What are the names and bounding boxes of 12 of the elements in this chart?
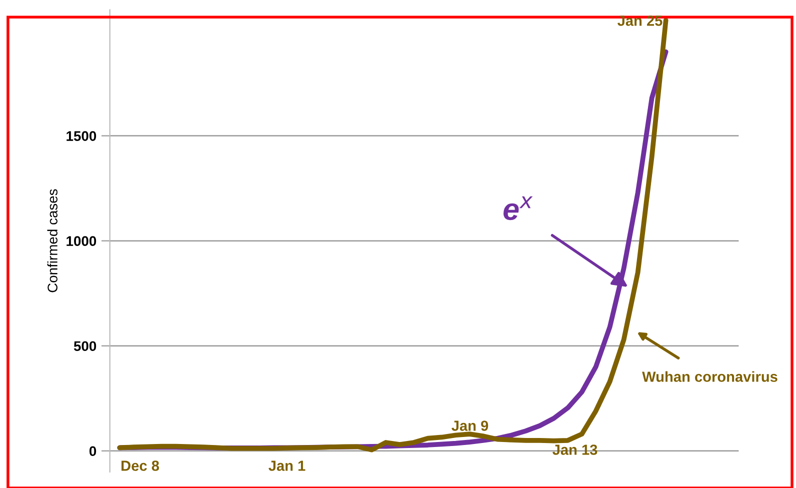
y-axis-title: Confirmed cases [47, 189, 58, 292]
text: e$^{x}$ [504, 196, 533, 220]
annotation: Jan 13 [552, 444, 598, 455]
y-tick-label: 1000 [66, 236, 96, 246]
y-tick-label: 500 [74, 341, 96, 352]
y-tick-label: 0 [89, 446, 96, 456]
y-tick-label: 1500 [66, 131, 96, 141]
annotation: Jan 25 [618, 16, 662, 26]
annotation: Jan 9 [452, 420, 488, 431]
legend-label: Wuhan coronavirus [642, 371, 778, 382]
annotation: Dec 8 [122, 460, 160, 471]
annotation: Jan 1 [268, 460, 306, 471]
